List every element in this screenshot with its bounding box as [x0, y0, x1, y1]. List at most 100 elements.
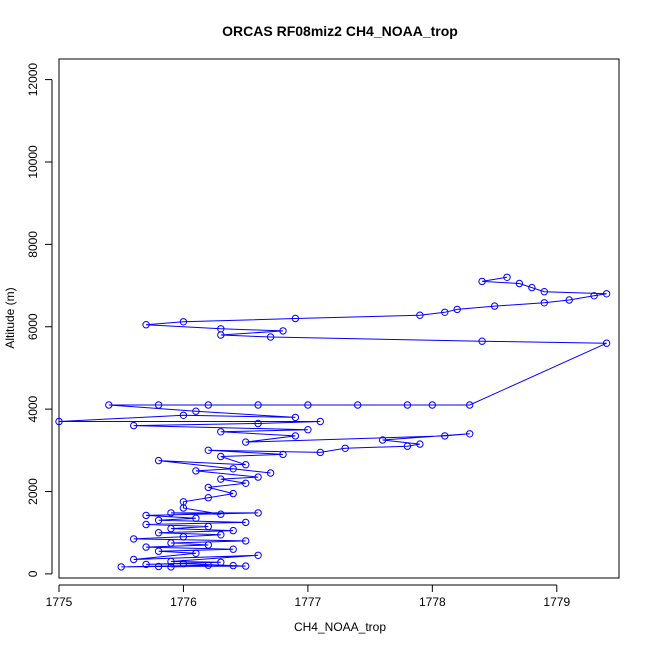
data-point: [242, 518, 250, 527]
data-series: [55, 273, 611, 571]
data-point: [466, 401, 474, 409]
data-point: [179, 498, 188, 506]
data-point: [478, 277, 486, 286]
data-point: [217, 510, 225, 518]
data-point: [130, 421, 138, 430]
data-point: [142, 520, 150, 529]
data-point: [242, 537, 250, 545]
data-point: [279, 327, 287, 335]
data-point: [242, 461, 250, 469]
data-point: [154, 456, 163, 465]
data-point: [266, 469, 275, 477]
data-point: [179, 559, 188, 568]
data-point: [142, 511, 150, 520]
plot-frame: [58, 58, 620, 579]
data-point: [229, 526, 237, 535]
data-point: [478, 337, 486, 345]
data-point: [142, 321, 150, 329]
data-point: [154, 401, 163, 409]
y-tick-label: 10000: [26, 145, 40, 179]
y-tick-label: 6000: [26, 313, 40, 340]
data-point: [242, 479, 250, 487]
y-axis-label: Altitude (m): [3, 287, 17, 348]
data-point: [130, 535, 138, 543]
data-point: [117, 563, 125, 571]
x-tick-label: 1777: [295, 595, 322, 609]
data-point: [602, 290, 611, 298]
data-point: [229, 465, 237, 473]
x-axis-label: CH4_NOAA_trop: [294, 620, 386, 634]
data-point: [565, 296, 573, 304]
data-point: [154, 529, 163, 537]
data-point: [453, 305, 461, 314]
data-point: [466, 430, 474, 438]
data-point: [179, 411, 188, 419]
data-point: [242, 438, 250, 446]
data-point: [204, 561, 213, 569]
data-point: [254, 473, 262, 481]
data-point: [503, 273, 511, 281]
data-point: [167, 509, 175, 517]
data-point: [217, 558, 225, 566]
data-point: [192, 514, 200, 522]
data-point: [428, 401, 436, 409]
data-point: [316, 417, 324, 426]
data-point: [254, 509, 262, 517]
data-point: [217, 452, 225, 461]
series-line: [58, 276, 607, 568]
data-point: [204, 494, 213, 502]
data-point: [254, 419, 262, 428]
y-tick-label: 12000: [26, 63, 40, 97]
data-point: [254, 551, 262, 559]
data-point: [266, 333, 275, 341]
data-point: [403, 401, 412, 409]
data-point: [304, 401, 312, 409]
data-point: [354, 401, 362, 409]
data-point: [204, 483, 213, 492]
data-point: [403, 442, 412, 450]
data-point: [242, 562, 250, 570]
data-point: [179, 318, 188, 326]
data-point: [378, 436, 387, 444]
data-point: [55, 417, 63, 426]
x-tick-label: 1778: [419, 595, 446, 609]
data-point: [217, 531, 225, 539]
data-point: [540, 288, 548, 296]
data-point: [167, 539, 175, 547]
data-point: [167, 524, 175, 533]
data-point: [291, 314, 300, 323]
data-point: [204, 401, 213, 409]
data-point: [441, 432, 449, 440]
data-point: [229, 489, 237, 498]
data-point: [179, 533, 188, 541]
data-point: [217, 325, 225, 333]
y-tick-label: 8000: [26, 231, 40, 258]
data-point: [192, 467, 200, 475]
data-point: [316, 448, 324, 457]
data-point: [130, 555, 138, 564]
data-point: [154, 562, 163, 571]
data-point: [441, 308, 449, 316]
data-point: [540, 299, 548, 307]
data-point: [167, 557, 175, 566]
data-point: [142, 543, 150, 551]
x-tick-label: 1775: [46, 595, 73, 609]
x-axis: 1775 1776 1777 1778 1779: [46, 584, 570, 609]
data-point: [602, 339, 611, 347]
data-point: [304, 426, 312, 434]
data-point: [154, 516, 163, 524]
data-point: [204, 446, 213, 454]
data-point: [192, 549, 200, 557]
data-point: [279, 450, 287, 459]
data-point: [590, 292, 598, 300]
data-point: [229, 561, 237, 570]
data-point: [528, 283, 536, 292]
data-point: [217, 475, 225, 483]
data-point: [515, 279, 524, 288]
x-tick-label: 1779: [543, 595, 570, 609]
data-point: [291, 413, 300, 422]
data-point: [192, 407, 200, 415]
y-tick-label: 0: [26, 570, 40, 577]
data-point: [142, 560, 150, 569]
